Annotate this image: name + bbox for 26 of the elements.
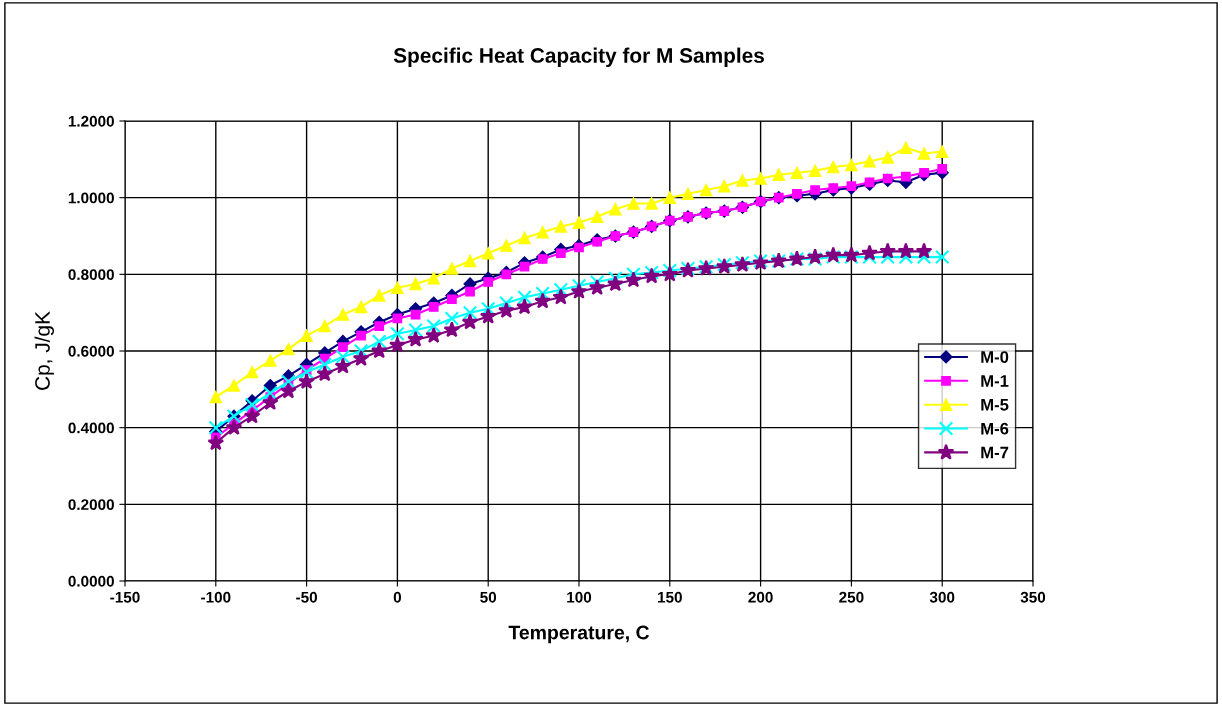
y-tick-label: 1.0000	[68, 192, 114, 204]
legend-label: M-1	[981, 375, 1009, 387]
y-tick-label: 0.6000	[68, 345, 114, 357]
x-tick-label: 350	[1020, 591, 1046, 603]
x-tick-label: -150	[110, 591, 140, 603]
x-tick-label: 50	[480, 591, 497, 603]
x-tick-label: 300	[929, 591, 955, 603]
legend-label: M-0	[981, 351, 1009, 363]
x-tick-label: 0	[393, 591, 402, 603]
y-axis-title: Cp, J/gK	[34, 311, 54, 390]
y-tick-label: 0.2000	[68, 499, 114, 511]
y-tick-label: 0.8000	[68, 269, 114, 281]
x-tick-label: -100	[201, 591, 231, 603]
legend-label: M-7	[981, 446, 1009, 459]
chart-title: Specific Heat Capacity for M Samples	[393, 47, 764, 67]
legend-label: M-5	[981, 399, 1009, 411]
x-tick-label: -50	[296, 591, 318, 603]
x-tick-label: 100	[567, 591, 592, 603]
x-tick-label: 250	[839, 591, 864, 603]
x-tick-label: 150	[658, 591, 682, 603]
y-tick-label: 1.2000	[68, 115, 114, 127]
legend-label: M-6	[981, 422, 1009, 435]
y-tick-label: 0.0000	[68, 575, 114, 587]
x-tick-label: 200	[748, 591, 773, 603]
x-axis-title: Temperature, C	[508, 625, 650, 644]
y-tick-label: 0.4000	[68, 422, 114, 434]
